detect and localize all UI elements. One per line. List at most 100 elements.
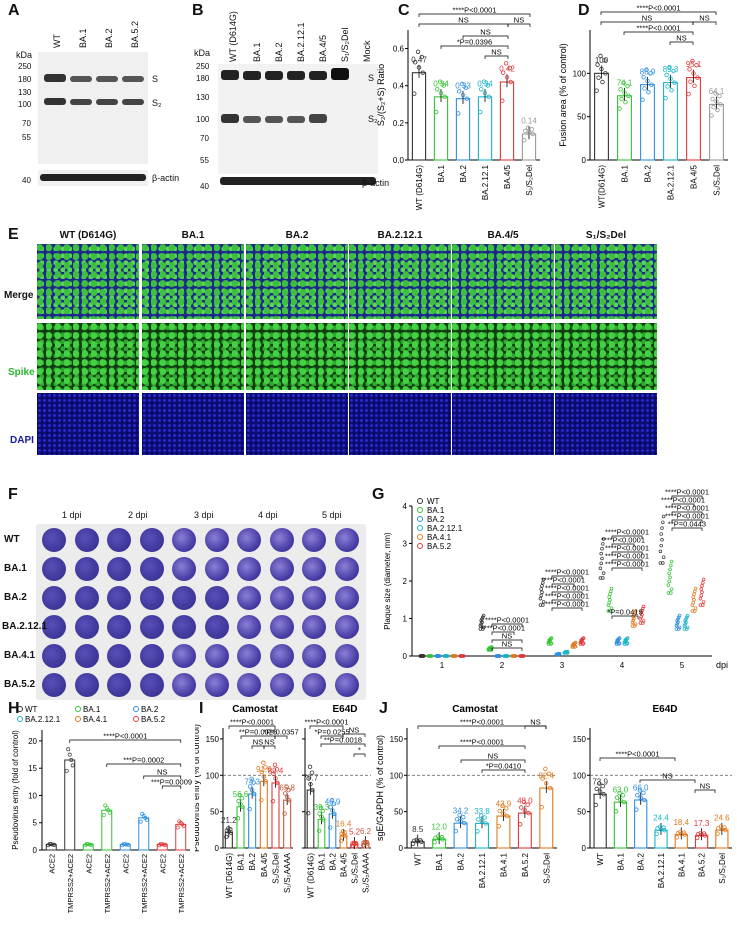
plate-well	[204, 528, 229, 552]
marker: 70	[200, 134, 209, 143]
plate-well	[334, 557, 359, 581]
data-point	[669, 591, 673, 595]
band-label: S₂	[368, 114, 378, 124]
significance-label: ****P<0.0001	[545, 592, 589, 601]
legend-label: BA.2.12.1	[25, 715, 61, 724]
significance-label: ****P<0.0001	[605, 560, 649, 569]
data-point	[606, 609, 611, 613]
plate-well	[204, 557, 229, 581]
data-point	[595, 62, 600, 67]
data-point	[247, 784, 253, 789]
data-point	[674, 835, 680, 840]
data-point	[500, 803, 505, 809]
panel-d: D 0 50 100 Fusion area (% of control) 100 WT(…	[550, 0, 737, 240]
data-point	[622, 90, 627, 95]
data-point	[618, 797, 623, 803]
data-point	[138, 819, 143, 824]
x-tick-label: BA.4/5	[690, 164, 699, 189]
data-point	[641, 74, 646, 80]
bar	[663, 82, 678, 161]
data-point	[700, 584, 704, 588]
data-point	[263, 779, 269, 784]
data-point	[691, 600, 695, 605]
x-tick-label: 2	[500, 661, 505, 670]
data-point	[522, 808, 528, 813]
data-point	[443, 654, 447, 658]
data-point	[639, 610, 643, 615]
y-tick-label: 0	[399, 844, 404, 853]
value-label: 0.47	[411, 55, 427, 64]
data-point	[598, 576, 603, 580]
data-point	[581, 642, 585, 646]
legend-marker	[417, 543, 423, 549]
x-axis-label: dpi	[716, 660, 728, 670]
data-point	[435, 654, 439, 658]
data-point	[463, 85, 469, 90]
significance-label: ****P<0.0001	[103, 732, 147, 741]
data-point	[617, 106, 622, 111]
band-s2	[70, 99, 92, 105]
data-point	[523, 128, 528, 134]
data-point	[249, 776, 254, 782]
data-point	[713, 91, 718, 96]
panel-h: H 0 5 10 15 20 Pseudovirus entry (fold of con…	[0, 700, 195, 937]
bar	[477, 96, 493, 161]
significance-label: ****P<0.0001	[460, 738, 504, 747]
y-tick-label: 0	[33, 846, 38, 855]
panel-label-h: H	[8, 700, 20, 717]
data-point	[690, 603, 695, 608]
significance-label: ****P<0.0001	[485, 616, 529, 625]
data-point	[273, 776, 278, 781]
x-tick-label: BA.2	[457, 852, 466, 870]
data-point	[723, 827, 728, 833]
x-tick-label: WT (D614G)	[415, 165, 424, 211]
x-tick-label: BA.4/5	[340, 852, 349, 877]
significance-bracket	[671, 527, 703, 531]
microscopy-image	[555, 244, 657, 319]
x-tick-label: S₁/S₂Del	[351, 853, 360, 884]
x-tick-label: BA.2.12.1	[657, 852, 666, 888]
significance-bracket	[309, 725, 344, 729]
data-point	[330, 808, 335, 813]
band-s	[70, 76, 92, 82]
data-point	[526, 810, 531, 816]
significance-bracket	[524, 725, 547, 729]
band-label: β-actin	[152, 173, 180, 183]
data-point	[239, 795, 245, 801]
bar	[306, 789, 315, 849]
plate-well	[74, 528, 99, 552]
band-label: S₂	[152, 98, 162, 108]
data-point	[481, 627, 485, 631]
significance-label: NS	[253, 738, 263, 747]
microscopy-image	[37, 323, 139, 390]
significance-bracket	[481, 769, 526, 773]
value-label: 16.4	[336, 819, 352, 828]
panel-j: J Camostat E64D 0 50 100 150 sgE/GAPDH (% of c…	[375, 700, 737, 937]
plate-well	[42, 615, 66, 639]
x-tick-label: BA.5.2	[521, 852, 530, 877]
data-point	[480, 620, 484, 625]
data-point	[685, 613, 690, 618]
data-point	[479, 819, 485, 824]
data-point	[419, 839, 424, 845]
microscopy-image	[555, 393, 657, 455]
legend-marker	[17, 716, 23, 722]
data-point	[240, 804, 245, 810]
significance-bracket	[440, 45, 509, 49]
data-point	[445, 654, 449, 658]
data-point	[52, 842, 57, 847]
bar	[236, 806, 245, 849]
band-label: S	[152, 74, 159, 84]
significance-label: NS	[699, 14, 709, 23]
data-point	[641, 619, 646, 623]
significance-label: ****P<0.0001	[545, 600, 589, 609]
band-s	[243, 71, 261, 80]
significance-label: *P=0.0396	[457, 38, 492, 47]
data-point	[621, 799, 627, 805]
significance-bracket	[671, 519, 703, 523]
significance-bracket	[228, 725, 276, 729]
data-point	[639, 615, 643, 619]
kda-label: kDa	[16, 50, 33, 60]
data-point	[282, 791, 288, 796]
microscopy-image	[246, 323, 348, 390]
